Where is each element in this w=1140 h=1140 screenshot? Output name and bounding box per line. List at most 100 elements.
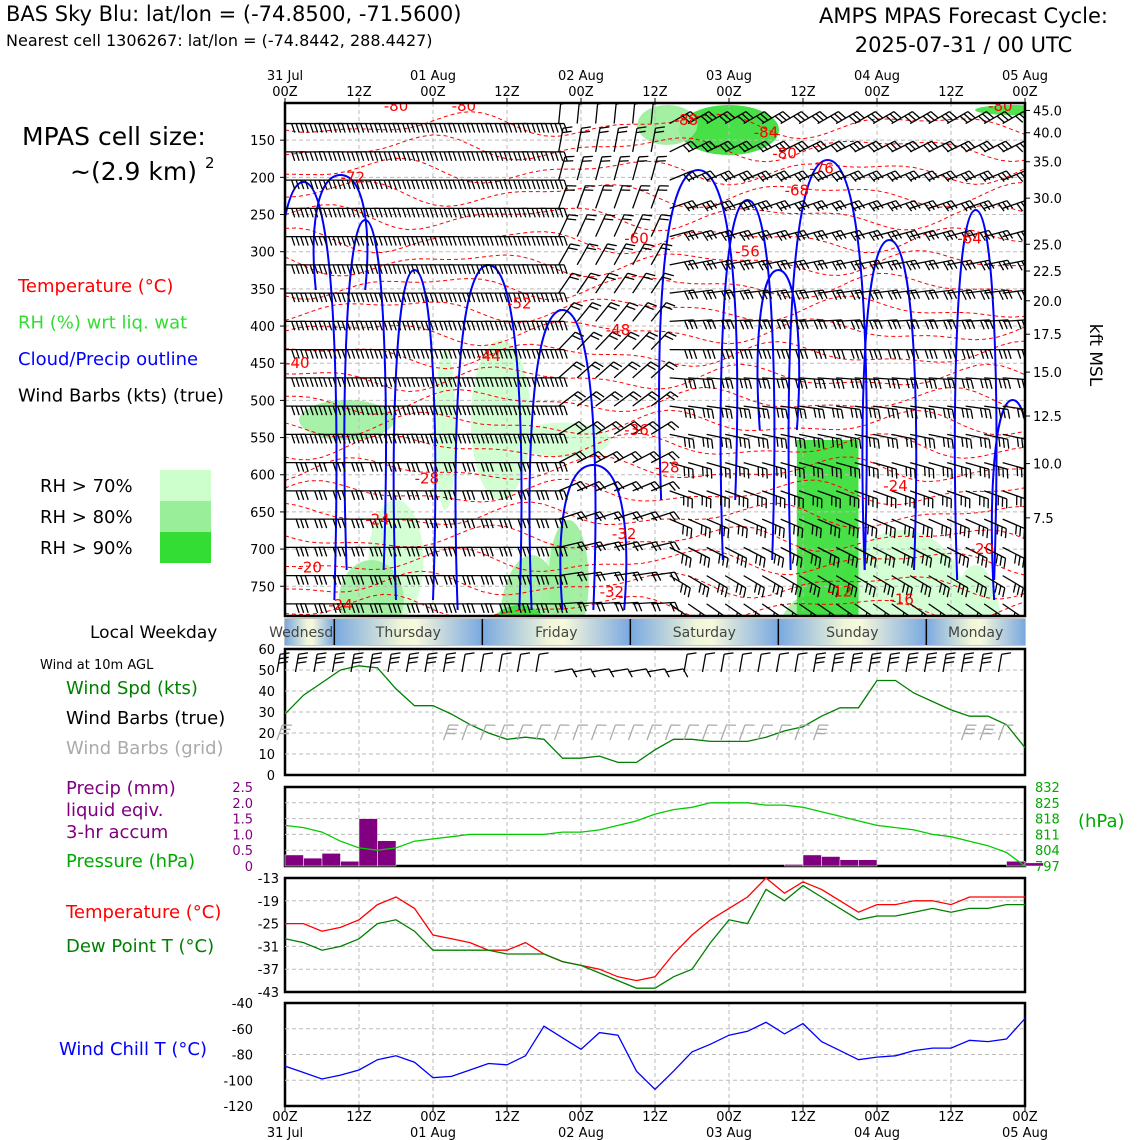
wind-barb-feather [692, 409, 696, 419]
wind-barb-feather [360, 434, 365, 444]
wind-barb [650, 185, 669, 209]
wind-barb [392, 546, 420, 557]
wind-barb-feather [420, 321, 425, 331]
wind-barb [891, 377, 919, 389]
wind-barb-staff [928, 490, 952, 500]
wind-barb-feather [304, 292, 309, 303]
wind-barb-feather [346, 123, 351, 133]
wind-barb-feather [815, 656, 826, 660]
wind-barb-staff [558, 361, 578, 379]
wind-barb-feather [760, 526, 763, 537]
wind-barb-feather [314, 547, 319, 557]
wind-barb-feather [489, 575, 494, 585]
wind-barb-feather [871, 142, 880, 151]
wind-barb-feather [494, 179, 499, 190]
wind-barb-staff [609, 724, 617, 741]
wind-barb [613, 302, 639, 322]
wind-barb-feather [291, 151, 296, 162]
wind-barb-feather [644, 305, 655, 311]
wind-barb-feather [434, 208, 439, 218]
wind-barb-feather [318, 292, 323, 303]
wind-barb-feather [480, 236, 485, 246]
wind-barb-feather [691, 200, 699, 209]
wind-barb-feather [743, 379, 748, 389]
wind-barb-feather [648, 331, 659, 337]
wind-barb [540, 546, 568, 557]
wind-barb-feather [607, 305, 618, 311]
wind-barb-feather [425, 490, 430, 501]
wind-barb-staff [1002, 518, 1025, 530]
wind-barb-feather [914, 409, 918, 419]
wind-barb [669, 200, 699, 212]
wind-barb-feather [323, 603, 328, 614]
wind-barb-feather [611, 331, 622, 337]
wind-barb-feather [719, 115, 728, 123]
wind-barb-feather [407, 661, 418, 664]
wind-barb-feather [688, 558, 692, 568]
wind-barb-feather [554, 292, 559, 303]
wind-barb-feather [508, 151, 513, 162]
wind-barb [743, 461, 768, 479]
wind-barb-feather [887, 437, 890, 447]
wind-barb-staff [835, 200, 860, 209]
wind-barb-feather [314, 179, 319, 190]
wind-barb-feather [630, 331, 640, 337]
wind-barb-feather [1006, 200, 1014, 209]
wind-barb-feather [964, 652, 975, 655]
wind-barb-feather [725, 379, 730, 389]
wind-barb-feather [415, 377, 420, 388]
wind-barb-feather [545, 179, 550, 190]
precip-tick-label: 2.5 [232, 781, 253, 796]
wind-barb-feather [522, 264, 527, 275]
wind-barb-feather [425, 575, 430, 585]
wind-barb-feather [636, 511, 644, 520]
wind-barb-feather [905, 437, 909, 447]
wind-barb-feather [383, 179, 388, 190]
wind-barb-feather [979, 585, 984, 596]
wind-barb-feather [875, 528, 878, 539]
wind-barb [650, 361, 678, 379]
wind-barb [410, 574, 439, 585]
precip-tick-label: 0 [245, 860, 253, 875]
wind-barb-feather [738, 203, 746, 212]
wind-barb-feather [984, 379, 989, 389]
wind-barb-staff [960, 724, 968, 741]
wind-barb-feather [617, 98, 626, 100]
wind-barb-feather [630, 423, 639, 431]
wind-barb-feather [443, 405, 448, 416]
wind-barb-feather [485, 151, 490, 162]
wind-barb-feather [374, 264, 379, 275]
wind-barb-feather [790, 583, 795, 593]
wind-barb-feather [629, 302, 639, 307]
weekday-segment [630, 619, 779, 645]
wind-barb [743, 490, 767, 509]
wind-barb-feather [742, 142, 750, 151]
cell-size-label: MPAS cell size: [22, 122, 206, 151]
wind-barb-feather [797, 526, 800, 537]
wind-barb-feather [979, 290, 986, 301]
wind-barb-feather [309, 377, 314, 388]
wind-barb-feather [780, 587, 784, 598]
wind-barb-feather [978, 524, 981, 535]
wind-barb-feather [646, 364, 656, 371]
wind-barb-feather [878, 349, 883, 359]
wind-barb-feather [908, 113, 917, 121]
wind-barb-feather [337, 518, 342, 529]
wind-barb-feather [836, 438, 839, 448]
wind-barb-feather [720, 585, 725, 596]
wind-barb-feather [959, 115, 968, 123]
wind-barb-feather [739, 408, 743, 418]
wind-barb-feather [865, 612, 868, 616]
wind-barb-feather [942, 437, 946, 447]
wind-barb-feather [757, 290, 764, 301]
wind-barb-feather [526, 434, 531, 444]
wind-barb [983, 490, 1008, 509]
right-axis-label: kft MSL [1085, 324, 1105, 387]
wind-barb [540, 461, 568, 472]
wind-barb-feather [822, 259, 828, 269]
wind-barb-feather [832, 556, 836, 566]
wind-barb-feather [887, 261, 894, 271]
wind-barb-feather [872, 587, 876, 598]
wind-barb-feather [550, 264, 555, 275]
